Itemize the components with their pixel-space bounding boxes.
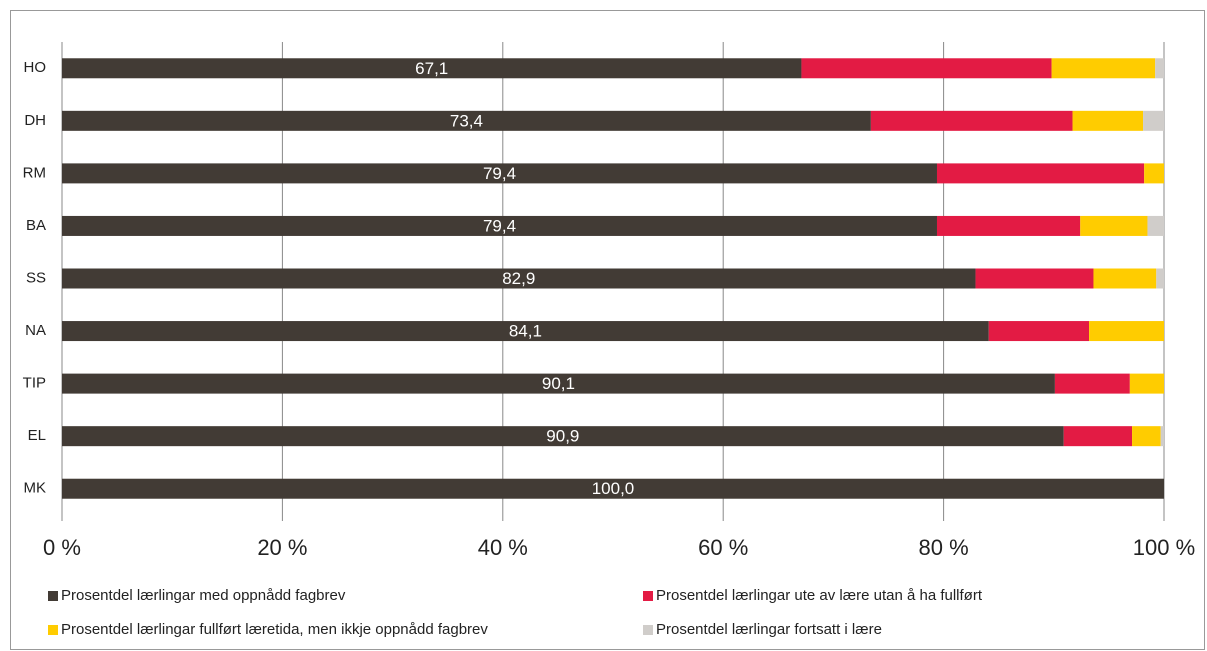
y-tick-label: NA [25, 322, 46, 339]
bar-segment [1129, 373, 1164, 394]
legend-label: Prosentdel lærlingar fullført læretida, … [61, 621, 488, 638]
x-tick-label: 100 % [1133, 535, 1195, 560]
bar-segment [1156, 268, 1164, 289]
data-label: 79,4 [483, 164, 516, 183]
data-label: 100,0 [592, 479, 635, 498]
bar-segment [1063, 426, 1133, 447]
legend-swatch [643, 625, 653, 635]
x-tick-label: 20 % [257, 535, 307, 560]
y-tick-label: DH [24, 112, 46, 129]
bar-segment [1054, 373, 1130, 394]
data-label: 73,4 [450, 111, 483, 130]
y-tick-label: TIP [23, 375, 46, 392]
bar-segment [975, 268, 1094, 289]
bar-segment [1072, 110, 1144, 131]
bar-segment [62, 163, 937, 184]
y-tick-label: BA [26, 217, 46, 234]
bar-segment [62, 373, 1055, 394]
bar-segment [1143, 110, 1164, 131]
bar-segment [62, 478, 1164, 499]
bar-segment [1160, 426, 1164, 447]
legend-swatch [48, 625, 58, 635]
bar-segment [62, 58, 802, 79]
bar-segment [62, 215, 937, 236]
bar-segment [1144, 163, 1164, 184]
legend-label: Prosentdel lærlingar fortsatt i lære [656, 621, 882, 638]
bar-segment [1132, 426, 1161, 447]
bar-segment [1147, 215, 1164, 236]
bar-segment [1093, 268, 1157, 289]
legend-swatch [643, 591, 653, 601]
y-tick-label: RM [23, 164, 46, 181]
data-label: 67,1 [415, 59, 448, 78]
bar-segment [1051, 58, 1156, 79]
x-tick-label: 40 % [478, 535, 528, 560]
bar-segment [1080, 215, 1148, 236]
bar-segment [988, 321, 1090, 342]
x-tick-label: 0 % [43, 535, 81, 560]
y-tick-label: EL [28, 427, 46, 444]
legend-label: Prosentdel lærlingar ute av lære utan å … [656, 587, 983, 604]
data-label: 90,9 [546, 427, 579, 446]
bar-segment [801, 58, 1052, 79]
bar-segment [1089, 321, 1164, 342]
bar-segment [936, 163, 1145, 184]
bar-segment [62, 426, 1064, 447]
x-tick-label: 60 % [698, 535, 748, 560]
bar-segment [870, 110, 1073, 131]
bar-segment [62, 321, 989, 342]
x-tick-label: 80 % [919, 535, 969, 560]
bar-segment [936, 215, 1081, 236]
y-tick-label: HO [24, 59, 47, 76]
bar-segment [62, 268, 976, 289]
data-label: 82,9 [502, 269, 535, 288]
data-label: 79,4 [483, 216, 516, 235]
bar-segment [62, 110, 871, 131]
legend-label: Prosentdel lærlingar med oppnådd fagbrev [61, 587, 346, 604]
data-label: 90,1 [542, 374, 575, 393]
y-tick-label: SS [26, 269, 46, 286]
legend-swatch [48, 591, 58, 601]
data-label: 84,1 [509, 322, 542, 341]
y-tick-label: MK [24, 480, 47, 497]
bar-segment [1155, 58, 1164, 79]
